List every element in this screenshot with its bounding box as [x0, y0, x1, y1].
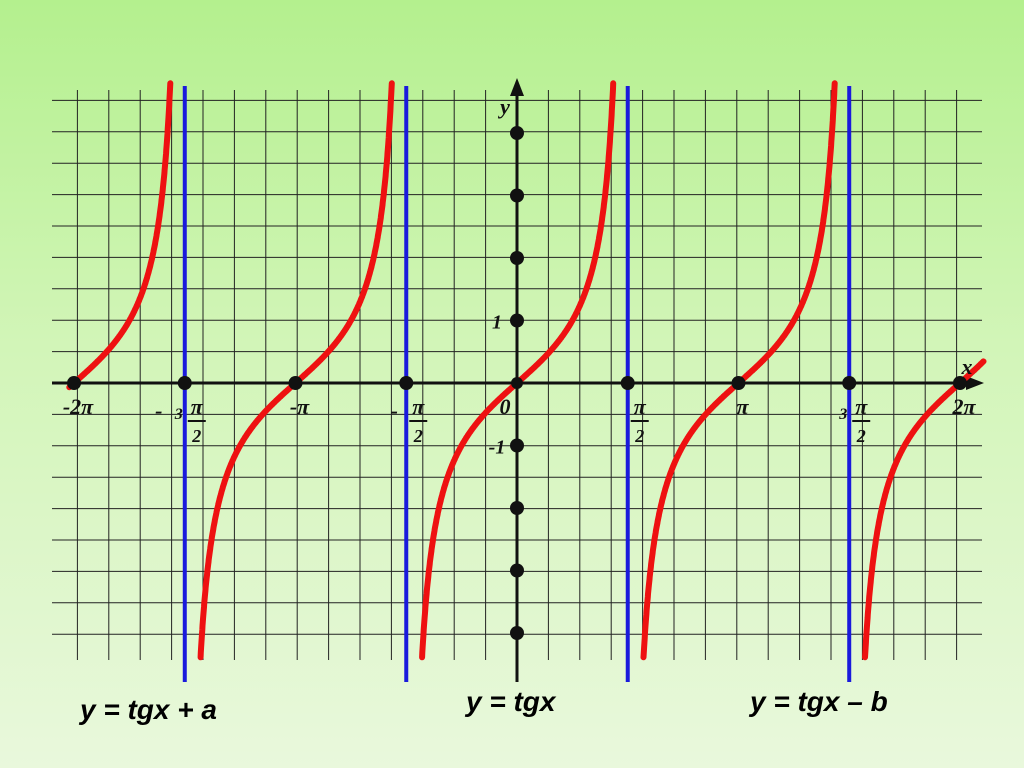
x-axis-point — [177, 376, 192, 390]
y-axis-point — [510, 251, 524, 265]
tick-label-numerator: π — [191, 394, 204, 419]
tick-label-denominator: 2 — [191, 426, 201, 446]
x-axis-point — [842, 376, 857, 390]
tick-labels: -2π π23- -π π2- 0 π2π π23 2π1-1yx — [63, 94, 977, 459]
tick-label-numerator: π — [855, 394, 868, 419]
tick-label: -π — [290, 394, 310, 419]
tick-label-denominator: 2 — [856, 426, 866, 446]
y-axis-point — [510, 188, 524, 203]
tick-label-denominator: 2 — [634, 426, 644, 446]
tick-label-origin: 0 — [500, 394, 511, 419]
y-axis-point — [510, 563, 524, 578]
annotation-shift-down: y = tgx – b — [750, 686, 888, 717]
tick-label: -2π — [63, 394, 94, 419]
tick-label: 2π — [951, 394, 976, 419]
annotation-shift-up: y = tgx + a — [80, 694, 217, 725]
y-axis-point — [510, 126, 524, 140]
x-axis-point — [288, 376, 303, 390]
tick-label-numerator: π — [412, 394, 425, 419]
tick-label: π — [736, 394, 749, 419]
tick-label-minus: - — [155, 398, 162, 423]
y-tick-label: 1 — [492, 312, 502, 334]
x-axis-point — [399, 376, 414, 390]
x-axis-point — [620, 376, 635, 390]
tick-label-minus: - — [391, 398, 398, 423]
y-axis-point — [510, 501, 524, 515]
tick-label-denominator: 2 — [413, 426, 423, 446]
x-axis-arrow — [966, 376, 984, 390]
x-axis-point — [952, 376, 967, 390]
tick-label-coefficient: 3 — [174, 406, 183, 423]
axis-points — [67, 126, 967, 640]
y-axis-point — [510, 313, 524, 328]
x-axis-point — [67, 376, 82, 390]
tangent-branch — [66, 80, 174, 391]
y-tick-label: -1 — [489, 437, 506, 459]
tick-label-coefficient: 3 — [838, 406, 847, 423]
tick-label-numerator: π — [634, 394, 647, 419]
y-axis-arrow — [510, 78, 524, 96]
y-axis-label: y — [497, 94, 510, 119]
x-axis-point — [731, 376, 746, 390]
x-axis-label: x — [961, 354, 973, 379]
origin-point — [511, 377, 523, 389]
y-axis-point — [510, 626, 524, 640]
annotation-base-function: y = tgx — [466, 686, 556, 717]
y-axis-point — [510, 438, 524, 453]
